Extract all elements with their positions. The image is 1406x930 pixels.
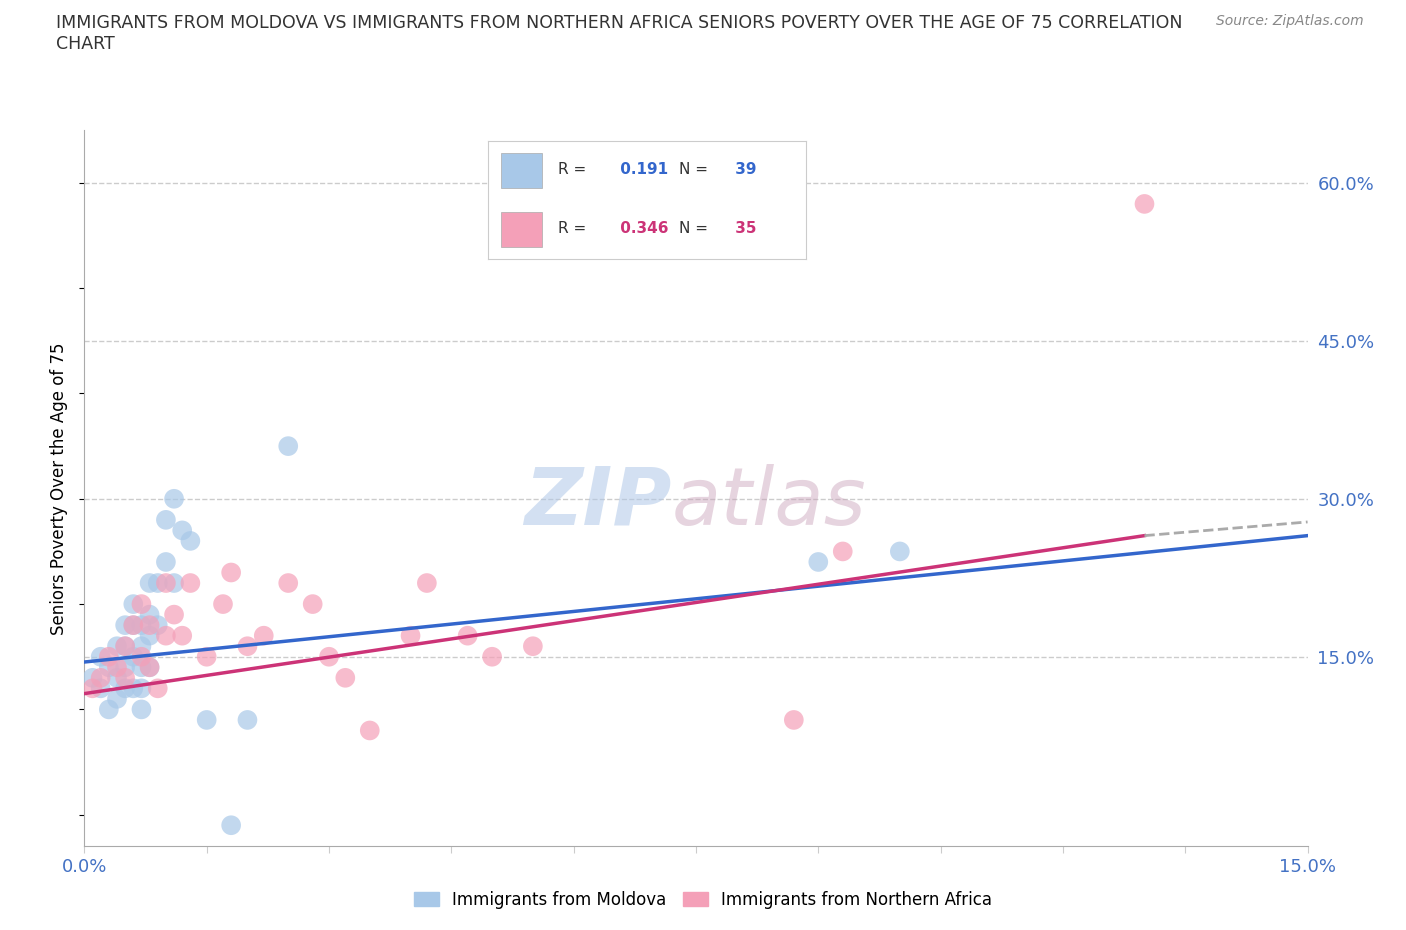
Point xyxy=(236,639,259,654)
Text: IMMIGRANTS FROM MOLDOVA VS IMMIGRANTS FROM NORTHERN AFRICA SENIORS POVERTY OVER : IMMIGRANTS FROM MOLDOVA VS IMMIGRANTS FR… xyxy=(56,14,1182,53)
Point xyxy=(212,597,235,612)
Point xyxy=(131,660,153,675)
Point xyxy=(889,544,911,559)
Point xyxy=(172,629,194,644)
Point xyxy=(90,671,112,685)
Point xyxy=(399,629,422,644)
Point xyxy=(90,649,112,664)
Point xyxy=(122,649,145,664)
Point xyxy=(131,618,153,632)
Point xyxy=(122,618,145,632)
Point xyxy=(105,639,128,654)
Point xyxy=(146,681,169,696)
Point xyxy=(195,712,218,727)
Point xyxy=(359,723,381,737)
Text: atlas: atlas xyxy=(672,463,866,541)
Point xyxy=(114,639,136,654)
Point xyxy=(522,639,544,654)
Point xyxy=(146,576,169,591)
Point xyxy=(253,629,276,644)
Point xyxy=(114,660,136,675)
Point xyxy=(138,607,160,622)
Point xyxy=(97,702,120,717)
Point xyxy=(195,649,218,664)
Point xyxy=(277,576,299,591)
Point xyxy=(97,649,120,664)
Point xyxy=(138,618,160,632)
Point xyxy=(457,629,479,644)
Point xyxy=(301,597,323,612)
Point xyxy=(138,660,160,675)
Point xyxy=(179,534,201,549)
Point xyxy=(783,712,806,727)
Point xyxy=(155,554,177,569)
Point xyxy=(335,671,357,685)
Point xyxy=(131,639,153,654)
Point xyxy=(105,660,128,675)
Point xyxy=(179,576,201,591)
Point xyxy=(155,629,177,644)
Point xyxy=(831,544,853,559)
Point xyxy=(122,597,145,612)
Point xyxy=(807,554,830,569)
Point xyxy=(277,439,299,454)
Point xyxy=(131,702,153,717)
Point xyxy=(155,576,177,591)
Point xyxy=(138,629,160,644)
Point xyxy=(82,681,104,696)
Legend: Immigrants from Moldova, Immigrants from Northern Africa: Immigrants from Moldova, Immigrants from… xyxy=(405,883,1001,917)
Point xyxy=(90,681,112,696)
Point xyxy=(105,671,128,685)
Point xyxy=(172,523,194,538)
Point xyxy=(97,660,120,675)
Point xyxy=(416,576,439,591)
Point xyxy=(236,712,259,727)
Point xyxy=(163,576,186,591)
Point xyxy=(114,639,136,654)
Point xyxy=(122,681,145,696)
Point xyxy=(219,565,242,580)
Point xyxy=(131,597,153,612)
Point xyxy=(155,512,177,527)
Point xyxy=(114,618,136,632)
Point xyxy=(122,618,145,632)
Point xyxy=(114,681,136,696)
Point xyxy=(114,671,136,685)
Point xyxy=(163,491,186,506)
Point xyxy=(138,576,160,591)
Point xyxy=(481,649,503,664)
Point xyxy=(105,691,128,706)
Point xyxy=(82,671,104,685)
Point xyxy=(131,681,153,696)
Y-axis label: Seniors Poverty Over the Age of 75: Seniors Poverty Over the Age of 75 xyxy=(51,342,69,634)
Point xyxy=(146,618,169,632)
Point xyxy=(1133,196,1156,211)
Text: Source: ZipAtlas.com: Source: ZipAtlas.com xyxy=(1216,14,1364,28)
Point xyxy=(131,649,153,664)
Point xyxy=(219,817,242,832)
Point xyxy=(138,660,160,675)
Text: ZIP: ZIP xyxy=(524,463,672,541)
Point xyxy=(318,649,340,664)
Point xyxy=(163,607,186,622)
